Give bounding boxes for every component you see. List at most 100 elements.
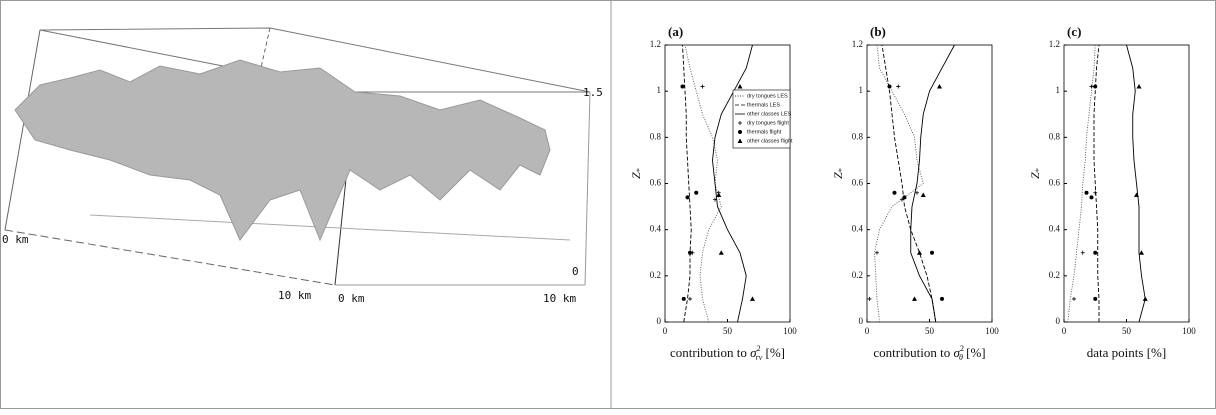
dot-marker <box>930 251 934 255</box>
legend-label: thermals LES <box>747 102 780 108</box>
dot-marker <box>1093 251 1097 255</box>
triangle-marker <box>1143 296 1148 301</box>
dot-marker <box>681 85 685 89</box>
legend-label: other classes flight <box>747 138 793 144</box>
triangle-marker <box>921 193 926 198</box>
dot-marker <box>738 130 742 134</box>
x-label-unit: [%] <box>963 345 986 360</box>
y-tick-label: 0.8 <box>852 131 864 141</box>
x-tick-label: 100 <box>783 326 797 336</box>
y-label-sub: * <box>1034 168 1043 172</box>
plus-marker <box>868 297 872 301</box>
triangle-marker <box>1134 193 1139 198</box>
dot-marker <box>686 195 690 199</box>
dot-marker <box>1093 85 1097 89</box>
y-tick-label: 1.2 <box>852 39 863 49</box>
profile-line <box>1127 45 1146 322</box>
axis-label: 0 km <box>2 233 29 246</box>
panel-label: (c) <box>1067 24 1081 39</box>
y-label-sub: * <box>635 168 644 172</box>
y-tick-label: 1 <box>1056 85 1061 95</box>
figure: 1.50 km10 km0 km10 km0(a)00.20.40.60.811… <box>0 0 1216 410</box>
x-label-sup: 2 <box>757 344 761 353</box>
triangle-marker <box>937 84 942 89</box>
y-tick-label: 0.8 <box>650 131 662 141</box>
x-tick-label: 50 <box>925 326 935 336</box>
y-tick-label: 0.8 <box>1049 131 1061 141</box>
y-tick-label: 0 <box>859 316 864 326</box>
y-tick-label: 1 <box>657 85 662 95</box>
dot-marker <box>1090 195 1094 199</box>
x-label-text: data points [%] <box>1087 345 1166 360</box>
y-tick-label: 0.6 <box>1049 178 1061 188</box>
dot-marker <box>903 195 907 199</box>
x-label-text: contribution to <box>670 345 750 360</box>
triangle-marker <box>1139 250 1144 255</box>
plus-marker <box>1090 85 1094 89</box>
y-axis-label: Z* <box>629 168 644 179</box>
dot-marker <box>1093 297 1097 301</box>
panel-label: (a) <box>668 24 683 39</box>
box-edge <box>5 230 335 285</box>
surface-render <box>5 28 590 285</box>
plus-marker <box>688 297 692 301</box>
plus-marker <box>875 251 879 255</box>
cloud-surface <box>15 60 550 240</box>
axis-label: 0 <box>572 265 579 278</box>
triangle-marker <box>750 296 755 301</box>
dot-marker <box>1085 191 1089 195</box>
x-tick-label: 0 <box>1062 326 1067 336</box>
profile-line <box>911 45 955 322</box>
x-tick-label: 0 <box>865 326 870 336</box>
box-edge <box>585 92 590 285</box>
y-tick-label: 1.2 <box>1049 39 1060 49</box>
y-tick-label: 0 <box>1056 316 1061 326</box>
y-tick-label: 0.2 <box>1049 270 1060 280</box>
axis-label: 10 km <box>278 289 311 302</box>
x-tick-label: 100 <box>1182 326 1196 336</box>
dot-marker <box>694 191 698 195</box>
x-tick-label: 50 <box>723 326 733 336</box>
y-tick-label: 0.4 <box>1049 224 1061 234</box>
y-tick-label: 0.2 <box>650 270 661 280</box>
triangle-marker <box>912 296 917 301</box>
y-label-sub: * <box>837 168 846 172</box>
y-tick-label: 0.6 <box>852 178 864 188</box>
plot-area <box>1064 45 1189 322</box>
profile-line <box>713 45 753 322</box>
triangle-marker <box>738 84 743 89</box>
legend-label: dry tongues flight <box>747 120 789 126</box>
x-axis-label: data points [%] <box>1087 345 1166 360</box>
legend-label: thermals flight <box>747 129 782 135</box>
y-axis-label: Z* <box>1028 168 1043 179</box>
plus-marker <box>896 85 900 89</box>
y-tick-label: 1 <box>859 85 864 95</box>
dot-marker <box>682 297 686 301</box>
y-axis-label: Z* <box>831 168 846 179</box>
axis-label: 0 km <box>338 292 365 305</box>
x-tick-label: 50 <box>1122 326 1132 336</box>
box-edge <box>90 215 570 240</box>
triangle-marker <box>716 193 721 198</box>
triangle-marker <box>1137 84 1142 89</box>
y-tick-label: 0.6 <box>650 178 662 188</box>
x-tick-label: 0 <box>663 326 668 336</box>
triangle-marker <box>917 250 922 255</box>
x-label-text: contribution to <box>873 345 953 360</box>
plus-marker <box>1081 251 1085 255</box>
dot-marker <box>688 251 692 255</box>
frame <box>1 1 1216 409</box>
plus-marker <box>701 85 705 89</box>
panel-label: (b) <box>870 24 886 39</box>
dot-marker <box>940 297 944 301</box>
plus-marker <box>1072 297 1076 301</box>
y-tick-label: 0.4 <box>852 224 864 234</box>
x-label-unit: [%] <box>762 345 785 360</box>
x-tick-label: 100 <box>985 326 999 336</box>
axis-label: 1.5 <box>583 86 603 99</box>
legend-label: other classes LES <box>747 111 792 117</box>
dot-marker <box>888 85 892 89</box>
y-tick-label: 0 <box>657 316 662 326</box>
